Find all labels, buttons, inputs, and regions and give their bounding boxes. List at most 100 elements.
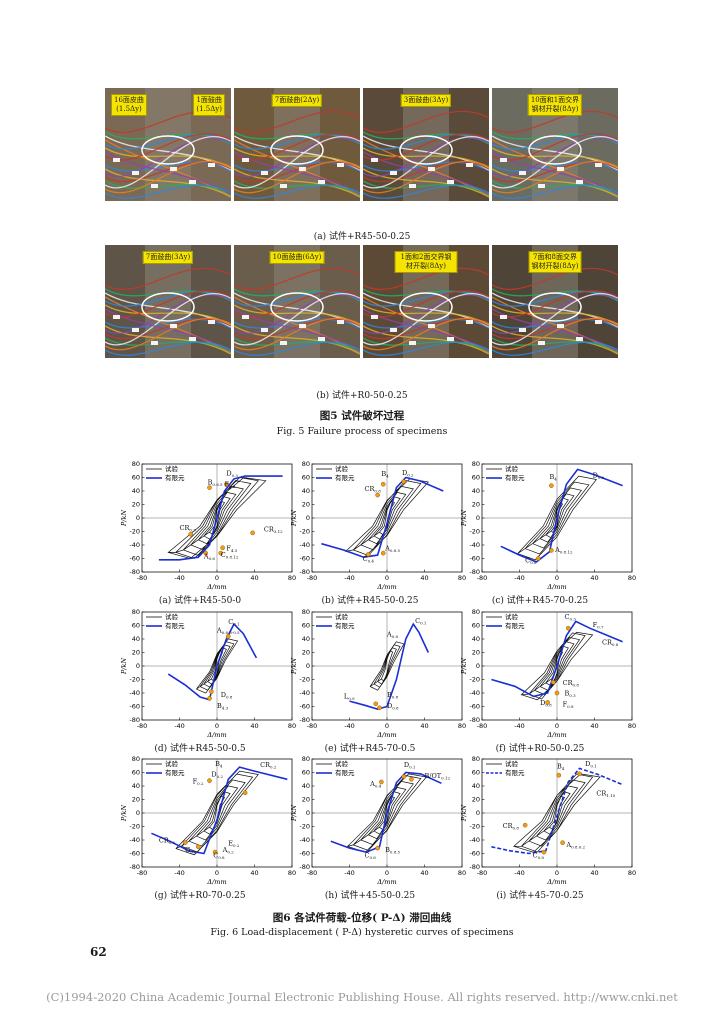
damage-point-marker xyxy=(207,778,212,783)
fig5-row-a-caption: (a) 试件+R45-50-0.25 xyxy=(313,232,411,242)
y-tick-label: 0 xyxy=(136,514,140,522)
damage-point-subscript: 0.8 xyxy=(612,642,619,647)
fig5-photo: 10面鼓曲(6Δy) xyxy=(234,245,360,358)
damage-point-subscript: 0.8 xyxy=(573,682,580,687)
damage-point-label: F0.7 xyxy=(593,621,604,630)
y-tick-label: 60 xyxy=(302,622,310,630)
y-axis-label: P/kN xyxy=(120,658,128,676)
x-tick-label: -80 xyxy=(137,574,148,582)
plot-caption: (i) 试件+45-70-0.25 xyxy=(496,891,584,901)
x-tick-label: 80 xyxy=(628,869,636,877)
hysteresis-plot: -80 -40 0 40 80 -80 -60 -40 -20 0 20 40 60 80 Δ/mm P/kN… xyxy=(290,608,466,748)
y-axis-label: P/kN xyxy=(120,805,128,823)
y-tick-label: -80 xyxy=(299,716,310,724)
legend-label: 有限元 xyxy=(165,621,185,630)
y-tick-label: -40 xyxy=(129,541,140,549)
damage-point-subscript: 0.8 xyxy=(538,855,545,860)
fig6-title-cn: 图6 各试件荷载-位移( P-Δ) 滞回曲线 xyxy=(272,912,452,924)
test-hysteresis-curve xyxy=(512,773,601,853)
hysteresis-plot: -80 -40 0 40 80 -80 -60 -40 -20 0 20 40 60 80 Δ/mm P/kN… xyxy=(290,755,466,895)
x-tick-label: -80 xyxy=(477,869,488,877)
x-tick-label: -80 xyxy=(477,722,488,730)
damage-point-subscript: 0.2 xyxy=(233,843,240,848)
damage-point-label: A0.8.12 xyxy=(554,546,573,555)
y-tick-label: 60 xyxy=(132,474,140,482)
y-tick-label: 20 xyxy=(302,796,310,804)
damage-point-marker xyxy=(535,556,541,561)
fig5-photo-tag: 7面鼓曲(3Δy) xyxy=(142,251,194,264)
x-tick-label: 0 xyxy=(555,574,559,582)
y-tick-label: -20 xyxy=(129,676,140,684)
damage-point-label: CR1.10 xyxy=(596,789,615,798)
y-tick-label: 0 xyxy=(476,514,480,522)
fe-skeleton-curve xyxy=(151,766,288,855)
damage-point-label: D0.1 xyxy=(585,760,597,769)
damage-point-marker xyxy=(207,696,212,701)
x-tick-label: 80 xyxy=(458,574,466,582)
y-tick-label: -20 xyxy=(469,823,480,831)
damage-point-label: CR0.8 xyxy=(563,679,580,688)
y-axis-label: P/kN xyxy=(460,805,468,823)
y-tick-label: -20 xyxy=(299,676,310,684)
damage-point-label: D0.1 xyxy=(404,761,416,770)
specimen-photo-image xyxy=(492,245,618,358)
x-axis-label: Δ/mm xyxy=(546,583,566,591)
fe-skeleton-curve xyxy=(491,767,623,855)
damage-point-marker xyxy=(554,690,560,696)
fig5-photo-tag: 1面鼓曲 (1.5Δy) xyxy=(193,94,225,116)
test-hysteresis-curve xyxy=(369,641,405,691)
damage-point-subscript: 4.5 xyxy=(231,548,238,553)
damage-point-label: F0.8 xyxy=(563,701,574,710)
x-axis-label: Δ/mm xyxy=(206,731,226,739)
damage-point-label: B4 xyxy=(381,470,389,479)
damage-point-marker xyxy=(365,552,371,557)
legend-label: 有限元 xyxy=(505,768,525,777)
y-axis-label: P/kN xyxy=(290,510,298,528)
fe-skeleton-curve xyxy=(321,476,444,559)
damage-point-label: C0.4 xyxy=(363,555,375,564)
x-tick-label: 40 xyxy=(420,869,428,877)
damage-point-label: B0.8 xyxy=(387,691,399,700)
damage-point-subscript: 0.1 xyxy=(233,622,239,627)
damage-point-marker xyxy=(182,840,188,845)
y-tick-label: 60 xyxy=(302,769,310,777)
damage-point-marker xyxy=(522,822,528,828)
fe-skeleton-curve xyxy=(158,475,283,561)
fig5-photo-tag: 10面鼓曲(6Δy) xyxy=(269,251,325,264)
fig5-photo: 1面和2面交界钢材开裂(8Δy) xyxy=(363,245,489,358)
damage-point-label: B4.3 xyxy=(217,702,229,711)
damage-point-subscript: 4 xyxy=(386,474,389,479)
x-axis-label: Δ/mm xyxy=(546,878,566,886)
y-axis-label: P/kN xyxy=(120,510,128,528)
y-tick-label: -60 xyxy=(129,555,140,563)
damage-point-subscript: 0.8.12 xyxy=(560,549,573,554)
damage-point-label: A0.6 xyxy=(203,553,216,562)
fe-skeleton-curve xyxy=(349,622,430,711)
y-tick-label: 20 xyxy=(132,501,140,509)
x-tick-label: 0 xyxy=(215,869,219,877)
y-tick-label: 0 xyxy=(306,514,310,522)
y-tick-label: -80 xyxy=(299,863,310,871)
y-tick-label: -60 xyxy=(129,850,140,858)
hysteresis-plot-svg: -80 -40 0 40 80-80-60-40-20020406080Δ/mmP/kN… xyxy=(290,460,466,591)
y-tick-label: 80 xyxy=(472,608,480,616)
y-tick-label: 40 xyxy=(302,487,310,495)
damage-point-marker xyxy=(203,550,209,556)
y-tick-label: -60 xyxy=(299,703,310,711)
damage-point-subscript: 4 xyxy=(220,763,223,768)
damage-point-label: C0.8 xyxy=(213,852,225,861)
y-tick-label: 40 xyxy=(302,635,310,643)
y-tick-label: 80 xyxy=(472,755,480,763)
test-hysteresis-curve xyxy=(167,477,267,559)
damage-point-subscript: 0.2 xyxy=(197,781,204,786)
fe-skeleton-curve xyxy=(500,468,623,563)
y-tick-label: 60 xyxy=(132,622,140,630)
x-tick-label: -80 xyxy=(137,869,148,877)
damage-point-marker xyxy=(375,845,380,851)
y-tick-label: -60 xyxy=(469,703,480,711)
y-tick-label: -20 xyxy=(299,823,310,831)
x-tick-label: 40 xyxy=(590,869,598,877)
test-hysteresis-curve xyxy=(346,773,428,853)
